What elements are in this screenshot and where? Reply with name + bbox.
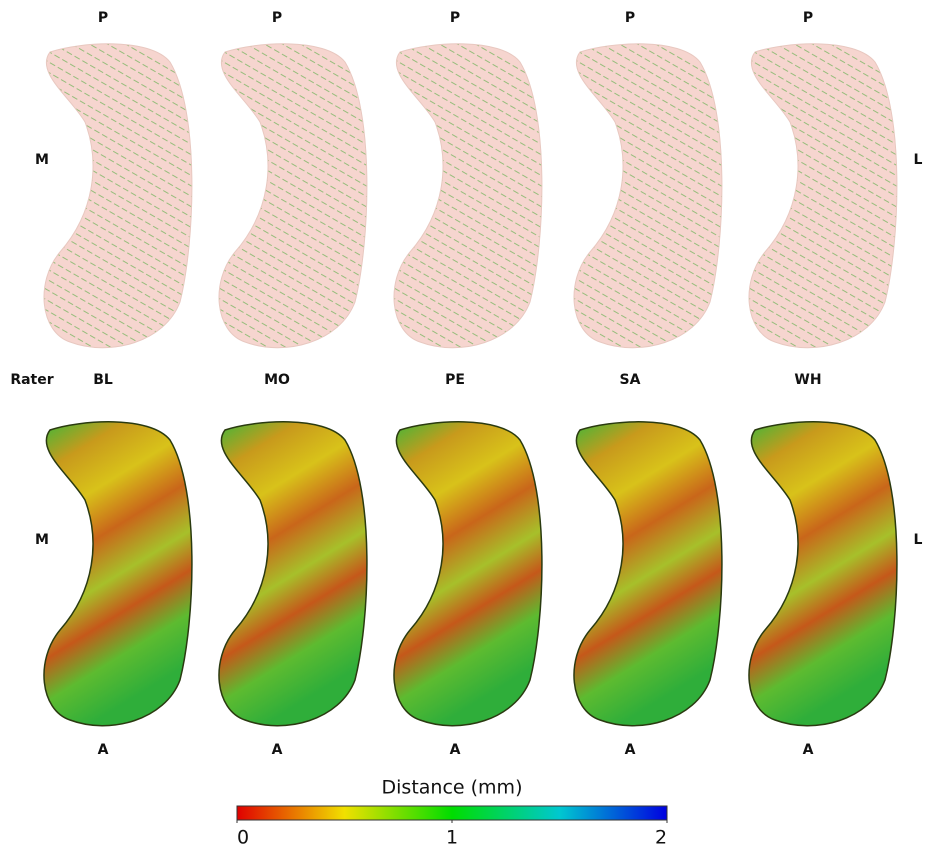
bottom-label: A	[98, 742, 109, 758]
bottom-label: A	[272, 742, 283, 758]
top-label: P	[272, 10, 282, 26]
rater-name: PE	[445, 372, 465, 388]
colorbar-tick-label: 2	[655, 827, 667, 849]
distance-surface-render	[574, 422, 722, 726]
page: {"top_row": {"labels": ["P", "P", "P", "…	[0, 0, 926, 850]
bottom-right-label: L	[914, 532, 923, 548]
colorbar	[237, 806, 667, 820]
rater-name: BL	[93, 372, 113, 388]
bottom-label: A	[803, 742, 814, 758]
rater-name: SA	[620, 372, 641, 388]
rater-title: Rater	[10, 372, 53, 388]
bottom-left-label: M	[35, 532, 49, 548]
displacement-field-render	[574, 44, 722, 348]
bottom-label: A	[450, 742, 461, 758]
displacement-field-render	[749, 44, 897, 348]
colorbar-tick-label: 0	[237, 827, 249, 849]
top-label: P	[450, 10, 460, 26]
figure: P BL A P MO A P PE A P SA A P WH A M L Rater M L Distance (m…	[0, 0, 926, 850]
distance-surface-render	[219, 422, 367, 726]
displacement-field-render	[44, 44, 192, 348]
distance-surface-render	[394, 422, 542, 726]
bottom-label: A	[625, 742, 636, 758]
colorbar-tick-label: 1	[446, 827, 458, 849]
top-label: P	[98, 10, 108, 26]
top-left-label: M	[35, 152, 49, 168]
colorbar-title: Distance (mm)	[382, 777, 523, 799]
top-label: P	[625, 10, 635, 26]
rater-name: MO	[264, 372, 290, 388]
distance-surface-render	[749, 422, 897, 726]
displacement-field-render	[394, 44, 542, 348]
distance-surface-render	[44, 422, 192, 726]
top-label: P	[803, 10, 813, 26]
rater-name: WH	[794, 372, 821, 388]
top-right-label: L	[914, 152, 923, 168]
displacement-field-render	[219, 44, 367, 348]
